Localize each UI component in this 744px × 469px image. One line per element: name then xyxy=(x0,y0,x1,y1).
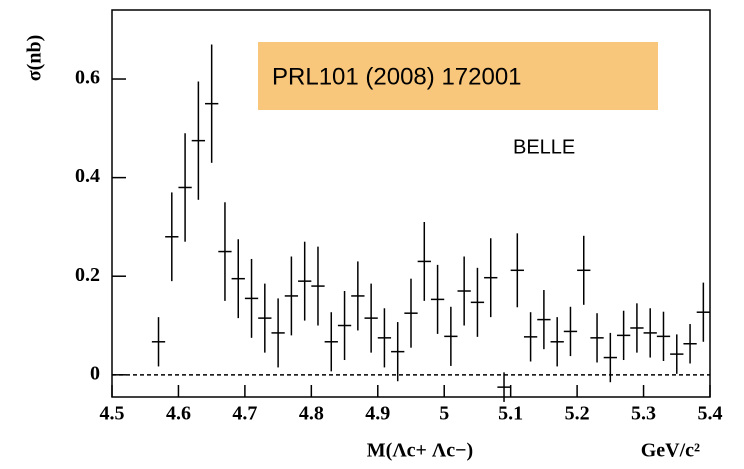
y-axis-label: σ(nb) xyxy=(24,35,46,81)
x-axis-unit: GeV/c² xyxy=(641,440,700,462)
x-tick-label: 5.2 xyxy=(565,403,590,425)
x-tick-label: 4.6 xyxy=(166,403,191,425)
x-tick-label: 5.3 xyxy=(631,403,656,425)
x-tick-label: 5.4 xyxy=(698,403,723,425)
y-tick-label: 0 xyxy=(90,362,100,384)
x-axis-label: M(Λc+ Λc−) xyxy=(367,440,473,462)
x-tick-label: 4.5 xyxy=(100,403,125,425)
annotation: PRL101 (2008) 172001 xyxy=(272,63,522,90)
x-tick-label: 5 xyxy=(439,403,449,425)
y-tick-label: 0.4 xyxy=(75,165,100,187)
plot-frame xyxy=(111,9,711,398)
annotation-box xyxy=(258,42,658,110)
x-tick-label: 4.7 xyxy=(232,403,257,425)
x-tick-label: 4.9 xyxy=(365,403,390,425)
y-tick-label: 0.6 xyxy=(75,67,100,89)
y-tick-label: 0.2 xyxy=(75,264,100,286)
annotation: BELLE xyxy=(513,136,575,158)
x-tick-label: 4.8 xyxy=(299,403,324,425)
x-tick-label: 5.1 xyxy=(498,403,523,425)
